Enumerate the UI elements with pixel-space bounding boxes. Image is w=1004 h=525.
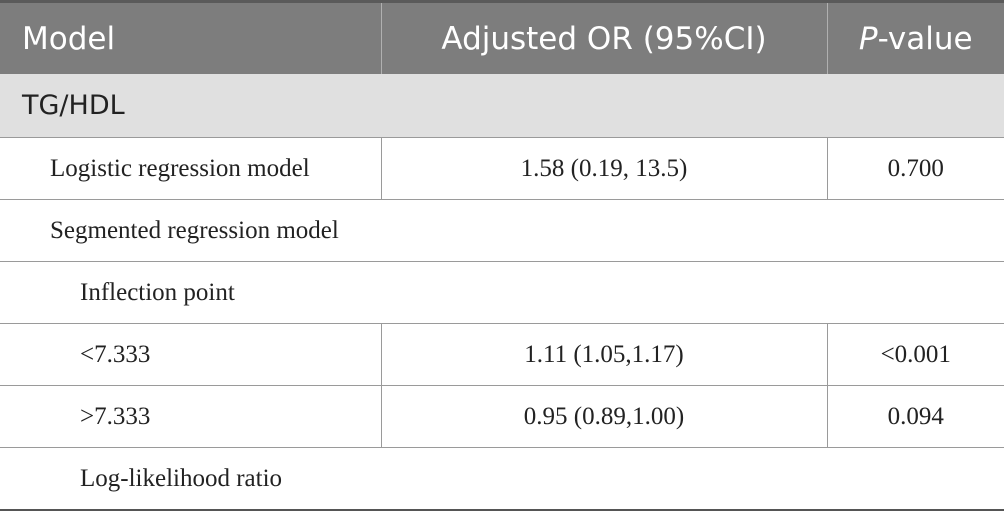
row-label: Inflection point [0,261,1004,324]
row-label: Logistic regression model [0,137,382,200]
row-or: 1.11 (1.05,1.17) [381,323,828,386]
row-or: 0.95 (0.89,1.00) [381,385,828,448]
header-p-suffix: -value [877,20,973,57]
table-row: >7.333 0.95 (0.89,1.00) 0.094 [0,385,1004,448]
table-row: Log-likelihood ratio [0,447,1004,511]
row-or: 1.58 (0.19, 13.5) [381,137,828,200]
table-row: Segmented regression model [0,199,1004,262]
row-label: Log-likelihood ratio [0,447,1004,511]
row-p: 0.094 [827,385,1004,448]
header-adjusted-or: Adjusted OR (95%CI) [381,0,828,74]
header-model: Model [0,0,382,74]
header-p-letter: P [858,20,878,57]
results-table: Model Adjusted OR (95%CI) P-value TG/HDL… [0,0,1004,511]
row-p: 0.700 [827,137,1004,200]
table-row: <7.333 1.11 (1.05,1.17) <0.001 [0,323,1004,386]
table-row: Logistic regression model 1.58 (0.19, 13… [0,137,1004,200]
table-row: Inflection point [0,261,1004,324]
row-p: <0.001 [827,323,1004,386]
header-p-value: P-value [827,0,1004,74]
section-title: TG/HDL [0,74,1004,138]
row-label: <7.333 [0,323,382,386]
section-row: TG/HDL [0,74,1004,138]
row-label: >7.333 [0,385,382,448]
header-row: Model Adjusted OR (95%CI) P-value [0,0,1004,74]
row-label: Segmented regression model [0,199,1004,262]
